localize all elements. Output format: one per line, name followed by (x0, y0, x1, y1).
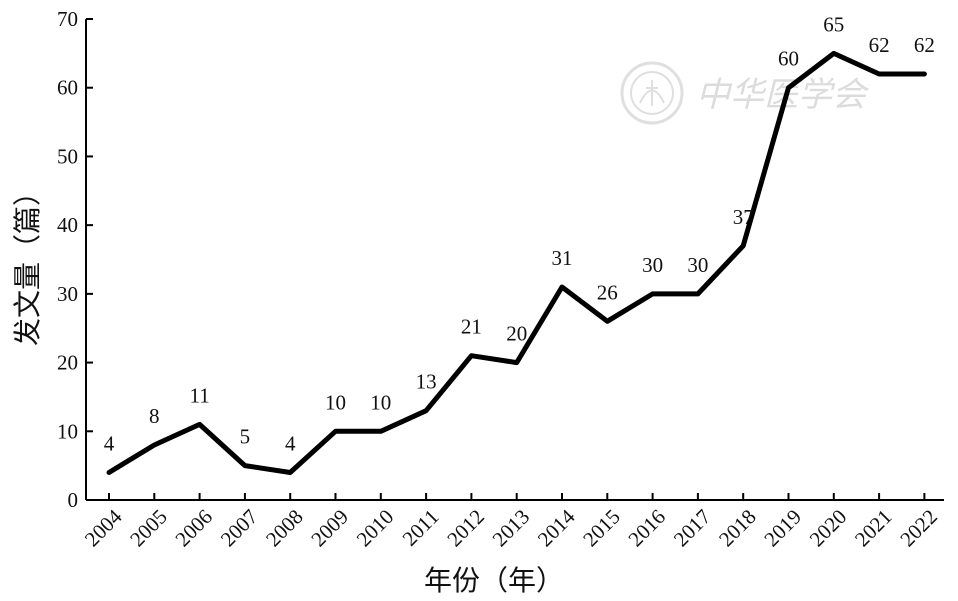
x-tick-label: 2016 (623, 505, 670, 552)
data-label: 4 (104, 432, 115, 456)
axes (85, 19, 944, 501)
x-tick-label: 2014 (533, 504, 580, 551)
x-tick-label: 2010 (352, 505, 399, 552)
series-line (106, 50, 927, 475)
x-tick-label: 2012 (442, 505, 489, 552)
data-label: 65 (823, 12, 844, 36)
data-label: 26 (597, 280, 618, 304)
watermark-seal-emblem (639, 80, 665, 106)
data-label: 8 (149, 404, 160, 428)
data-label: 10 (370, 390, 391, 414)
x-tick-label: 2022 (895, 505, 942, 552)
y-axis-title: 发文量（篇） (11, 178, 44, 346)
data-labels: 4 8 11 5 4 10 10 13 21 20 31 26 30 30 37 60 65 62 62 (104, 12, 935, 455)
data-label: 37 (733, 205, 754, 229)
x-tick-label: 2006 (170, 505, 217, 552)
y-tick-label: 20 (57, 351, 78, 375)
data-label: 62 (914, 33, 935, 57)
y-tick-label: 40 (57, 213, 78, 237)
data-label: 30 (642, 253, 663, 277)
x-tick-label: 2005 (125, 505, 172, 552)
x-tick-label: 2013 (488, 505, 535, 552)
x-axis-title: 年份（年） (424, 564, 564, 597)
series-layer (106, 50, 927, 475)
data-label: 4 (285, 432, 296, 456)
x-tick-label: 2008 (261, 505, 308, 552)
x-tick-label: 2020 (805, 505, 852, 552)
x-tick-label: 2004 (80, 504, 127, 551)
x-tick-label: 2019 (759, 505, 806, 552)
data-label: 10 (325, 390, 346, 414)
data-label: 31 (552, 246, 573, 270)
y-tick-label: 50 (57, 144, 78, 168)
y-tick-label: 10 (57, 419, 78, 443)
watermark-seal-outer (620, 61, 684, 125)
x-tick-label: 2021 (850, 505, 897, 552)
x-tick-label: 2007 (216, 505, 263, 552)
data-label: 62 (869, 33, 890, 57)
x-tick-label: 2017 (669, 505, 716, 552)
data-label: 30 (687, 253, 708, 277)
y-tick-label: 30 (57, 282, 78, 306)
data-label: 20 (506, 322, 527, 346)
data-label: 5 (240, 425, 251, 449)
data-label: 11 (189, 383, 209, 407)
y-tick-label: 0 (68, 488, 79, 512)
y-tick-label: 70 (57, 7, 78, 31)
watermark: 中华医学会 (620, 61, 870, 125)
x-tick-label: 2015 (578, 505, 625, 552)
x-tick-label: 2009 (306, 505, 353, 552)
x-tick-label: 2011 (398, 505, 444, 551)
y-tick-label: 60 (57, 76, 78, 100)
x-tick-label: 2018 (714, 505, 761, 552)
data-label: 60 (778, 47, 799, 71)
watermark-seal-inner (630, 71, 674, 115)
data-label: 21 (461, 315, 482, 339)
data-label: 13 (416, 370, 437, 394)
y-ticks: 0 10 20 30 40 50 60 70 (57, 7, 93, 512)
